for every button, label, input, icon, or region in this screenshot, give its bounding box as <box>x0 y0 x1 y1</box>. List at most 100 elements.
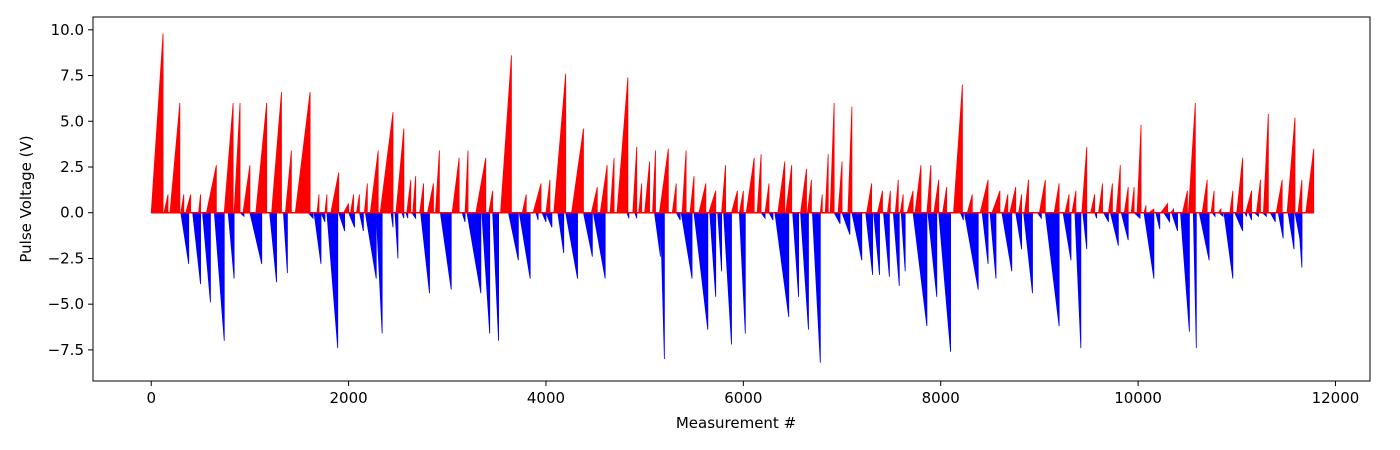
x-tick-label: 8000 <box>922 389 960 407</box>
pulse-positive-68 <box>866 183 873 214</box>
pulse-positive-77 <box>942 187 948 214</box>
pulse-positive-22 <box>379 112 394 214</box>
x-axis-title: Measurement # <box>676 414 796 432</box>
pulse-positive-42 <box>616 77 629 214</box>
pulse-negative-83 <box>1143 212 1155 279</box>
pulse-positive-10 <box>255 102 268 214</box>
pulse-positive-75 <box>926 165 932 214</box>
pulse-positive-3 <box>180 194 185 214</box>
pulse-positive-70 <box>886 190 891 214</box>
pulse-positive-61 <box>800 168 807 214</box>
pulse-positive-55 <box>738 190 744 214</box>
pulse-positive-49 <box>681 150 687 214</box>
pulse-negative-19 <box>394 212 399 259</box>
pulse-positive-93 <box>1108 183 1113 214</box>
pulse-negative-95 <box>1248 212 1252 221</box>
pulse-negative-21 <box>405 212 409 219</box>
pulse-negative-24 <box>439 212 452 290</box>
plot-area <box>150 33 1315 363</box>
pulse-negative-30 <box>518 212 531 279</box>
pulse-positive-65 <box>829 102 835 214</box>
pulse-positive-54 <box>730 190 738 214</box>
pulse-positive-72 <box>899 194 904 214</box>
pulse-positive-30 <box>464 150 469 214</box>
pulse-negative-98 <box>1269 212 1276 223</box>
pulse-positive-96 <box>1130 187 1135 214</box>
pulse-negative-80 <box>1109 212 1119 246</box>
pulse-negative-35 <box>565 212 578 279</box>
pulse-positive-9 <box>242 165 251 214</box>
pulse-negative-32 <box>541 212 547 223</box>
pulse-positive-35 <box>532 183 542 214</box>
pulse-positive-109 <box>1245 190 1252 214</box>
pulse-positive-90 <box>1081 146 1088 214</box>
pulse-negative-40 <box>654 212 661 257</box>
pulse-negative-77 <box>1082 212 1088 250</box>
pulse-positive-110 <box>1256 179 1261 214</box>
pulse-negative-2 <box>202 212 211 303</box>
pulse-negative-53 <box>800 212 809 330</box>
pulse-negative-59 <box>873 212 880 275</box>
pulse-negative-50 <box>768 212 774 221</box>
pulse-positive-41 <box>609 157 615 214</box>
pulse-positive-66 <box>837 161 843 214</box>
pulse-positive-28 <box>435 150 440 214</box>
pulse-negative-100 <box>1287 212 1295 250</box>
pulse-negative-74 <box>1044 212 1060 327</box>
pulse-positive-60 <box>785 165 793 214</box>
pulse-negative-72 <box>1023 212 1033 294</box>
pulse-negative-65 <box>938 212 951 352</box>
pulse-positive-1 <box>163 194 169 214</box>
pulse-negative-61 <box>892 212 900 286</box>
pulse-positive-87 <box>1053 183 1060 214</box>
pulse-negative-31 <box>535 212 539 221</box>
pulse-positive-47 <box>659 148 669 214</box>
pulse-negative-93 <box>1234 212 1244 232</box>
pulse-positive-36 <box>545 179 551 214</box>
pulse-negative-89 <box>1198 212 1210 261</box>
pulse-positive-64 <box>824 154 829 214</box>
pulse-positive-84 <box>1018 194 1023 214</box>
pulse-positive-63 <box>819 194 823 214</box>
pulse-positive-8 <box>233 102 241 214</box>
pulse-positive-24 <box>406 179 412 214</box>
pulse-positive-108 <box>1236 157 1244 214</box>
pulse-negative-28 <box>492 212 499 341</box>
pulse-positive-100 <box>1159 202 1169 214</box>
pulse-positive-71 <box>894 179 899 214</box>
x-tick-label: 4000 <box>527 389 565 407</box>
pulse-positive-58 <box>764 183 770 214</box>
pulse-positive-13 <box>294 91 311 214</box>
pulse-positive-29 <box>451 157 460 214</box>
y-tick-label: 7.5 <box>60 67 84 85</box>
pulse-negative-7 <box>269 212 277 283</box>
pulse-negative-99 <box>1277 212 1284 239</box>
pulse-negative-92 <box>1223 212 1234 279</box>
pulse-negative-76 <box>1074 212 1082 349</box>
pulse-positive-45 <box>644 161 650 214</box>
pulse-negative-88 <box>1192 212 1197 349</box>
pulse-negative-37 <box>592 212 606 279</box>
pulse-positive-88 <box>1064 194 1070 214</box>
pulse-positive-6 <box>205 165 217 214</box>
pulse-positive-39 <box>590 187 598 214</box>
series-positive <box>150 33 1315 214</box>
pulse-negative-10 <box>313 212 322 264</box>
pulse-negative-55 <box>833 212 841 224</box>
pulse-positive-2 <box>169 102 181 214</box>
pulse-positive-114 <box>1297 179 1303 214</box>
pulse-negative-1 <box>192 212 201 285</box>
pulse-positive-44 <box>638 183 643 214</box>
pulse-negative-18 <box>390 212 394 228</box>
pulse-positive-59 <box>777 161 786 214</box>
pulse-positive-12 <box>285 150 292 214</box>
pulse-positive-78 <box>953 84 963 214</box>
pulse-positive-20 <box>363 183 368 214</box>
pulse-negative-54 <box>811 212 821 363</box>
pulse-negative-4 <box>227 212 235 279</box>
pulse-negative-23 <box>420 212 430 294</box>
pulse-negative-56 <box>841 212 851 235</box>
pulse-negative-47 <box>723 212 732 345</box>
pulse-negative-68 <box>981 212 989 264</box>
x-tick-label: 10000 <box>1114 389 1162 407</box>
